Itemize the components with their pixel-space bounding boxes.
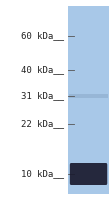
Text: 60 kDa__: 60 kDa__ bbox=[21, 31, 64, 40]
Text: 10 kDa__: 10 kDa__ bbox=[21, 170, 64, 178]
Text: 22 kDa__: 22 kDa__ bbox=[21, 119, 64, 129]
Text: 40 kDa__: 40 kDa__ bbox=[21, 66, 64, 74]
FancyBboxPatch shape bbox=[70, 163, 107, 185]
Text: 31 kDa__: 31 kDa__ bbox=[21, 92, 64, 100]
Bar bbox=[68, 6, 109, 194]
Bar bbox=[69, 94, 108, 98]
